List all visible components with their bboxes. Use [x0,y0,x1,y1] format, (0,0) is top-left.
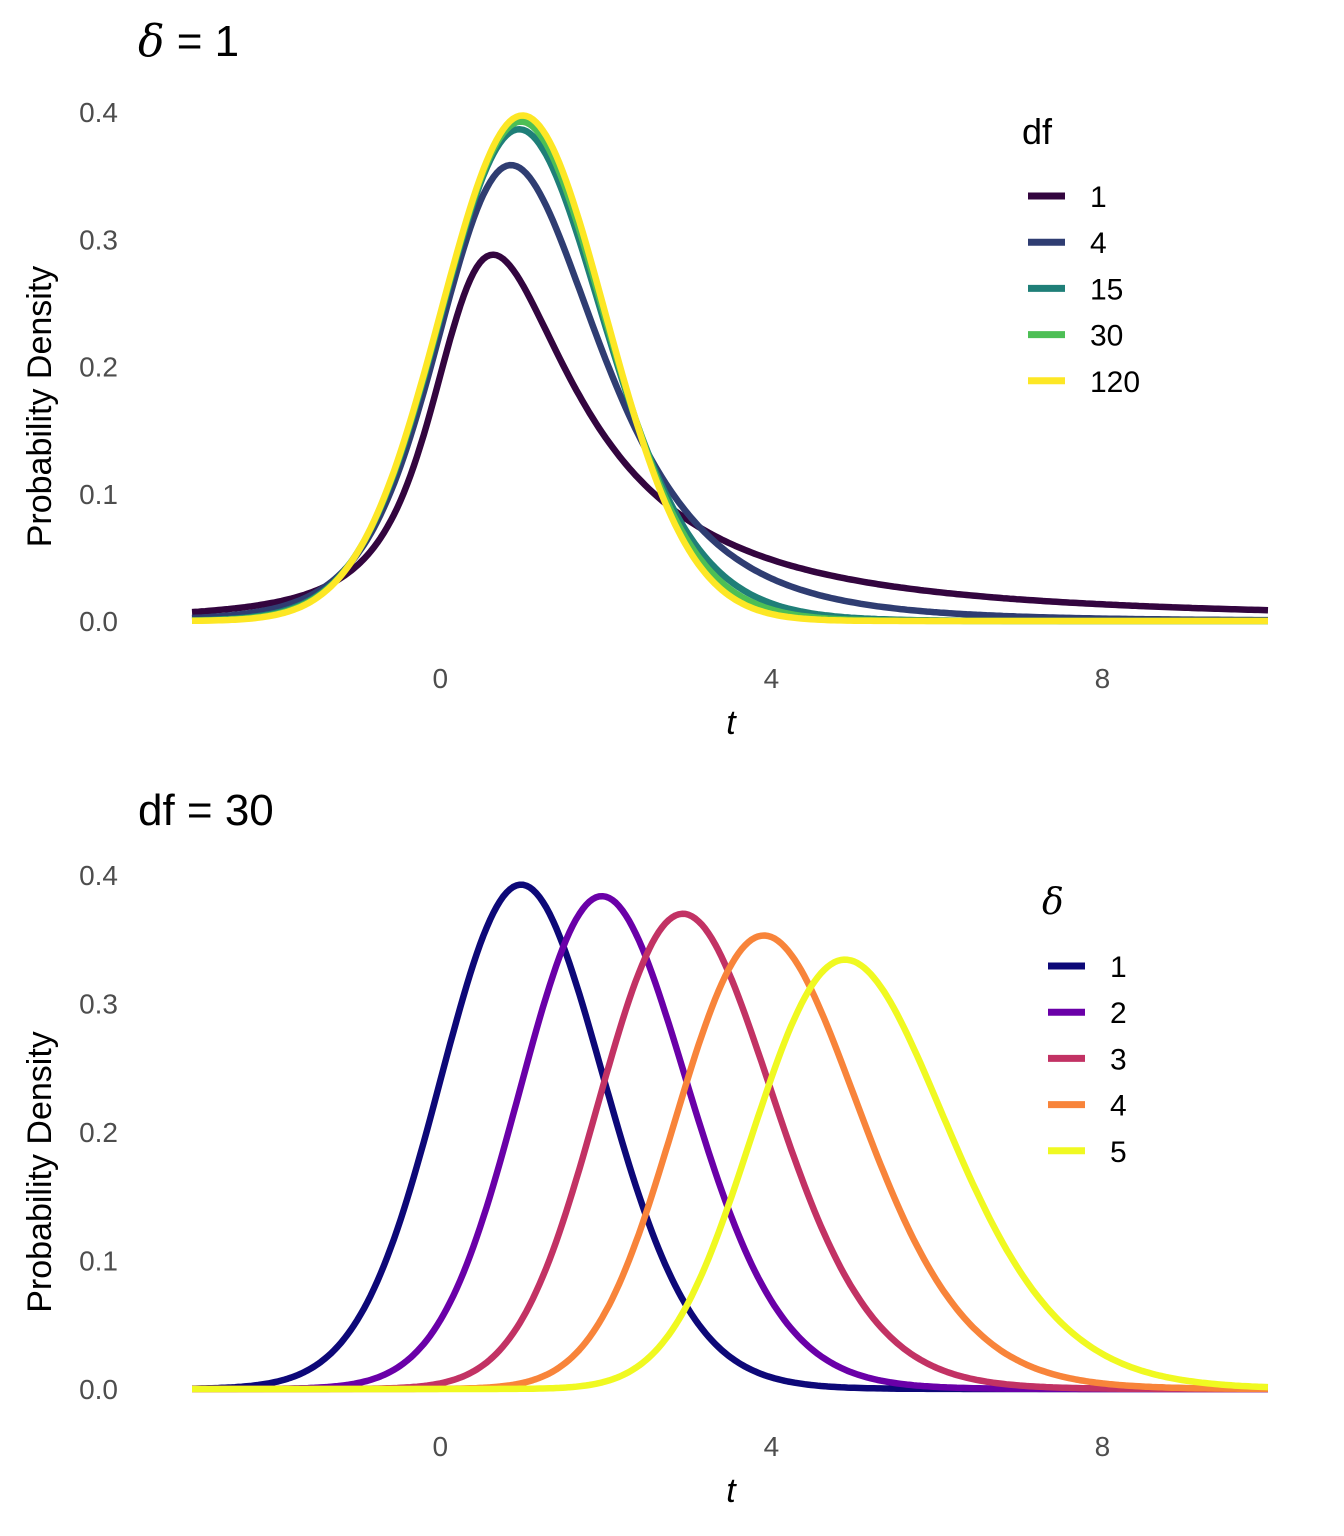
legend-label: 120 [1090,366,1140,399]
y-tick-label: 0.3 [79,224,118,255]
y-tick-label: 0.4 [79,97,118,128]
legend: δ 1 2 3 4 5 [1042,882,1127,1169]
legend-label: 2 [1110,997,1127,1030]
legend: df 1 4 15 30 120 [1022,111,1140,399]
panel-1: δ = 1 0.0 0.1 0.2 0.3 0.4 0 4 8 t Probability Dens… [21,16,1269,742]
x-tick-label: 8 [1095,663,1111,694]
series-line-3 [192,910,1268,1393]
legend-label: 1 [1090,181,1107,214]
chart-title: df = 30 [138,786,274,835]
x-tick-label: 8 [1095,1431,1111,1462]
panel-2: df = 30 0.0 0.1 0.2 0.3 0.4 0 4 8 t Probability De… [21,786,1269,1510]
series-line-5 [192,956,1269,1393]
chart-title: δ = 1 [138,16,239,67]
y-tick-label: 0.4 [79,860,118,891]
legend-label: 15 [1090,273,1123,306]
y-tick-label: 0.0 [79,606,118,637]
series-line-120 [191,112,1268,625]
y-tick-label: 0.1 [79,1246,118,1277]
y-tick-label: 0.2 [79,1117,118,1148]
y-tick-label: 0.0 [79,1374,118,1405]
y-tick-label: 0.2 [79,352,118,383]
series-line-1 [191,251,1269,616]
legend-title: df [1022,111,1053,152]
x-tick-label: 4 [764,1431,780,1462]
x-tick-label: 0 [433,663,449,694]
y-axis-label: Probability Density [21,1031,59,1313]
x-axis-label: t [726,704,737,742]
legend-title: δ [1042,882,1064,923]
y-tick-label: 0.3 [79,989,118,1020]
x-tick-label: 4 [764,663,780,694]
legend-label: 30 [1090,320,1123,353]
legend-label: 1 [1110,951,1127,984]
series-line-1 [192,881,1268,1393]
x-tick-label: 0 [433,1431,449,1462]
y-tick-label: 0.1 [79,479,118,510]
legend-label: 3 [1110,1043,1127,1076]
legend-label: 4 [1090,227,1107,260]
y-axis-label: Probability Density [21,266,59,548]
legend-label: 4 [1110,1090,1127,1123]
legend-label: 5 [1110,1136,1127,1169]
x-axis-label: t [726,1472,737,1510]
